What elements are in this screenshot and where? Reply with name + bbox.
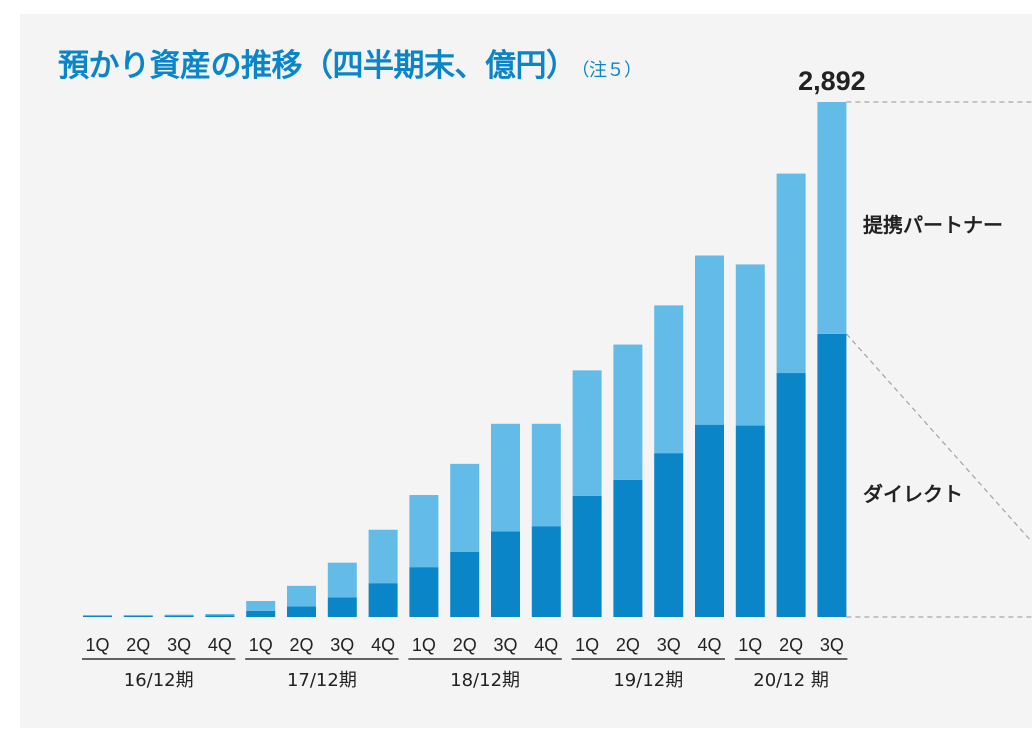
bar-direct-1 — [83, 615, 112, 617]
bar-partner-2 — [123, 614, 153, 616]
bar-direct-16 — [695, 424, 724, 617]
bar-partner-10 — [450, 463, 480, 553]
x-tick-label-8: 4Q — [371, 635, 395, 655]
bar-direct-19 — [817, 333, 847, 617]
x-tick-label-4: 4Q — [208, 635, 232, 655]
bar-partner-11 — [491, 423, 520, 532]
x-tick-label-10: 2Q — [453, 635, 477, 655]
bar-direct-9 — [409, 567, 439, 617]
bar-direct-3 — [164, 615, 194, 617]
bar-partner-16 — [695, 255, 724, 425]
bar-partner-1 — [83, 615, 112, 616]
x-tick-label-14: 2Q — [616, 635, 640, 655]
bar-partner-5 — [246, 600, 276, 611]
bar-partner-17 — [735, 264, 765, 426]
bar-direct-12 — [531, 526, 561, 617]
group-label-3: 18/12期 — [450, 670, 520, 691]
x-tick-label-9: 1Q — [412, 635, 436, 655]
bar-direct-14 — [613, 479, 643, 617]
bar-direct-17 — [735, 425, 765, 617]
bar-direct-6 — [287, 606, 316, 617]
group-label-4: 19/12期 — [613, 670, 683, 691]
x-tick-label-2: 2Q — [126, 635, 150, 655]
bar-direct-8 — [368, 583, 398, 617]
chart-title-note: （注５） — [580, 60, 643, 81]
bar-direct-2 — [123, 615, 153, 617]
group-label-1: 16/12期 — [124, 670, 194, 691]
guide-diagonal — [845, 333, 1032, 543]
bar-direct-10 — [450, 552, 480, 617]
bar-direct-5 — [246, 610, 276, 617]
x-tick-label-5: 1Q — [249, 635, 273, 655]
bar-direct-13 — [572, 495, 602, 617]
bar-partner-14 — [613, 344, 643, 480]
chart-panel — [20, 14, 1032, 728]
series-label-partner: 提携パートナー — [863, 213, 1003, 237]
bar-direct-11 — [491, 531, 520, 617]
bar-direct-4 — [205, 615, 235, 617]
bar-partner-19 — [817, 102, 847, 334]
group-label-2: 17/12期 — [287, 670, 357, 691]
bar-direct-15 — [654, 453, 684, 617]
bar-partner-18 — [776, 173, 806, 374]
bars — [83, 102, 847, 617]
bar-direct-18 — [776, 373, 806, 617]
x-axis: 1Q 2Q 3Q 4Q 1Q 2Q 3Q 4Q 1Q 2Q 3Q 4Q 1Q 2Q 3Q 4Q 1Q 2Q 3Q 16… — [82, 635, 848, 691]
chart-title: 預かり資産の推移（四半期末、億円） （注５） — [58, 40, 642, 85]
x-tick-label-1: 1Q — [85, 635, 109, 655]
x-tick-label-19: 3Q — [820, 635, 844, 655]
chart-title-text: 預かり資産の推移（四半期末、億円） — [58, 48, 577, 84]
x-tick-label-11: 3Q — [493, 635, 517, 655]
bar-partner-12 — [531, 423, 561, 527]
x-tick-label-15: 3Q — [657, 635, 681, 655]
bar-partner-4 — [205, 613, 235, 616]
x-tick-label-7: 3Q — [330, 635, 354, 655]
bar-partner-7 — [327, 562, 357, 598]
x-tick-label-3: 3Q — [167, 635, 191, 655]
bar-partner-6 — [287, 585, 316, 607]
bar-partner-8 — [368, 529, 398, 584]
x-tick-label-16: 4Q — [697, 635, 721, 655]
bar-partner-15 — [654, 305, 684, 454]
bar-partner-9 — [409, 495, 439, 568]
x-tick-label-17: 1Q — [738, 635, 762, 655]
total-label: 2,892 — [798, 66, 866, 96]
group-label-5: 20/12 期 — [753, 670, 829, 691]
bar-direct-7 — [327, 597, 357, 617]
x-tick-label-6: 2Q — [289, 635, 313, 655]
x-tick-label-18: 2Q — [779, 635, 803, 655]
series-label-direct: ダイレクト — [863, 482, 963, 506]
x-tick-label-13: 1Q — [575, 635, 599, 655]
bar-partner-3 — [164, 614, 194, 616]
x-tick-label-12: 4Q — [534, 635, 558, 655]
guide-lines — [845, 101, 1032, 618]
bar-partner-13 — [572, 370, 602, 496]
